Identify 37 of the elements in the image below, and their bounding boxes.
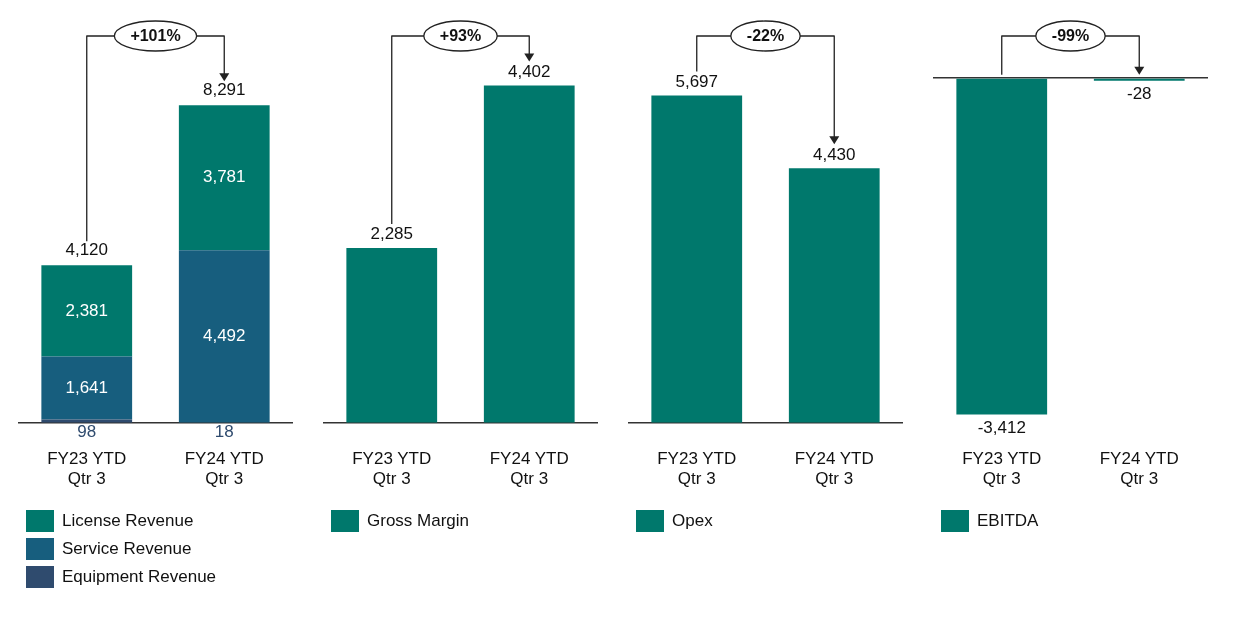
bar bbox=[41, 356, 133, 420]
x-tick-label: FY24 YTD Qtr 3 bbox=[794, 449, 874, 489]
total-label: 4,120 bbox=[65, 240, 109, 260]
legend-label: Opex bbox=[672, 511, 713, 531]
legend-label: License Revenue bbox=[62, 511, 194, 531]
bar bbox=[41, 419, 133, 423]
x-tick-label: FY23 YTD Qtr 3 bbox=[962, 449, 1042, 489]
x-tick-label: FY23 YTD Qtr 3 bbox=[352, 449, 432, 489]
x-tick-label: FY23 YTD Qtr 3 bbox=[47, 449, 127, 489]
data-label: -3,412 bbox=[977, 417, 1026, 437]
legend-label: Equipment Revenue bbox=[62, 567, 217, 587]
text: +101% bbox=[130, 27, 181, 45]
data-label: 1,641 bbox=[65, 377, 109, 397]
x-tick-label: FY23 YTD Qtr 3 bbox=[657, 449, 737, 489]
data-label: 3,781 bbox=[202, 167, 246, 187]
bar bbox=[178, 250, 270, 423]
data-label: 2,285 bbox=[370, 224, 414, 244]
x-tick-label: FY24 YTD Qtr 3 bbox=[489, 449, 569, 489]
legend-label: Service Revenue bbox=[62, 539, 192, 559]
x-tick-label: FY24 YTD Qtr 3 bbox=[184, 449, 264, 489]
text: +93% bbox=[439, 27, 482, 45]
data-label: 5,697 bbox=[675, 71, 719, 91]
data-label: 2,381 bbox=[65, 300, 109, 320]
text: -22% bbox=[746, 27, 785, 45]
total-label: 8,291 bbox=[202, 80, 246, 100]
data-label: 4,430 bbox=[812, 144, 856, 164]
data-label: 98 bbox=[77, 422, 97, 442]
legend-label: EBITDA bbox=[977, 511, 1039, 531]
x-tick-label: FY24 YTD Qtr 3 bbox=[1099, 449, 1179, 489]
bar bbox=[178, 105, 270, 251]
data-label: 18 bbox=[214, 422, 234, 442]
data-label: 4,402 bbox=[507, 61, 551, 81]
legend-label: Gross Margin bbox=[367, 511, 470, 531]
text: -99% bbox=[1051, 27, 1090, 45]
data-label: -28 bbox=[1126, 83, 1152, 103]
bar bbox=[41, 265, 133, 357]
data-label: 4,492 bbox=[202, 326, 246, 346]
